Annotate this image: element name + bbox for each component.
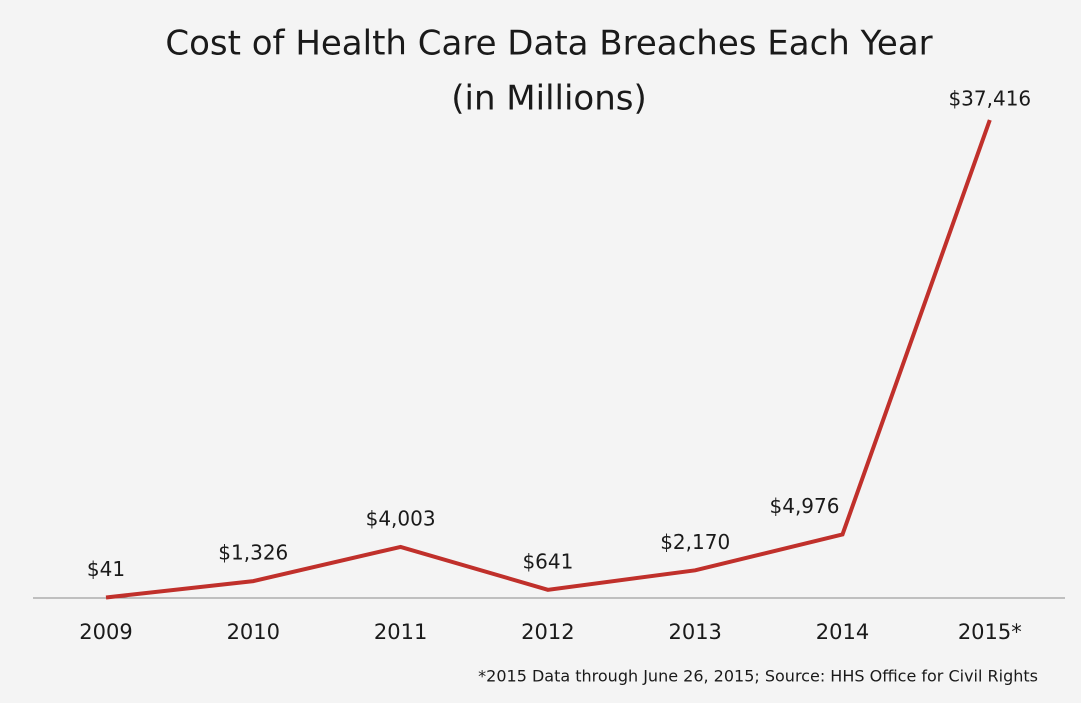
value-label: $2,170 [660,530,730,554]
chart-title: Cost of Health Care Data Breaches Each Y… [165,24,932,64]
value-label: $641 [522,549,573,573]
data-line [105,119,992,600]
value-label: $4,976 [770,494,840,518]
value-label: $41 [87,557,125,581]
value-label: $4,003 [366,506,436,530]
chart-subtitle: (in Millions) [451,79,647,119]
value-label: $37,416 [948,87,1031,111]
x-tick-label: 2015* [958,620,1022,644]
x-tick-label: 2011 [374,620,427,644]
x-tick-label: 2010 [227,620,280,644]
x-tick-label: 2013 [668,620,721,644]
value-label: $1,326 [218,541,288,565]
footnote: *2015 Data through June 26, 2015; Source… [478,667,1038,686]
x-tick-label: 2009 [79,620,132,644]
x-tick-label: 2014 [816,620,869,644]
x-tick-label: 2012 [521,620,574,644]
